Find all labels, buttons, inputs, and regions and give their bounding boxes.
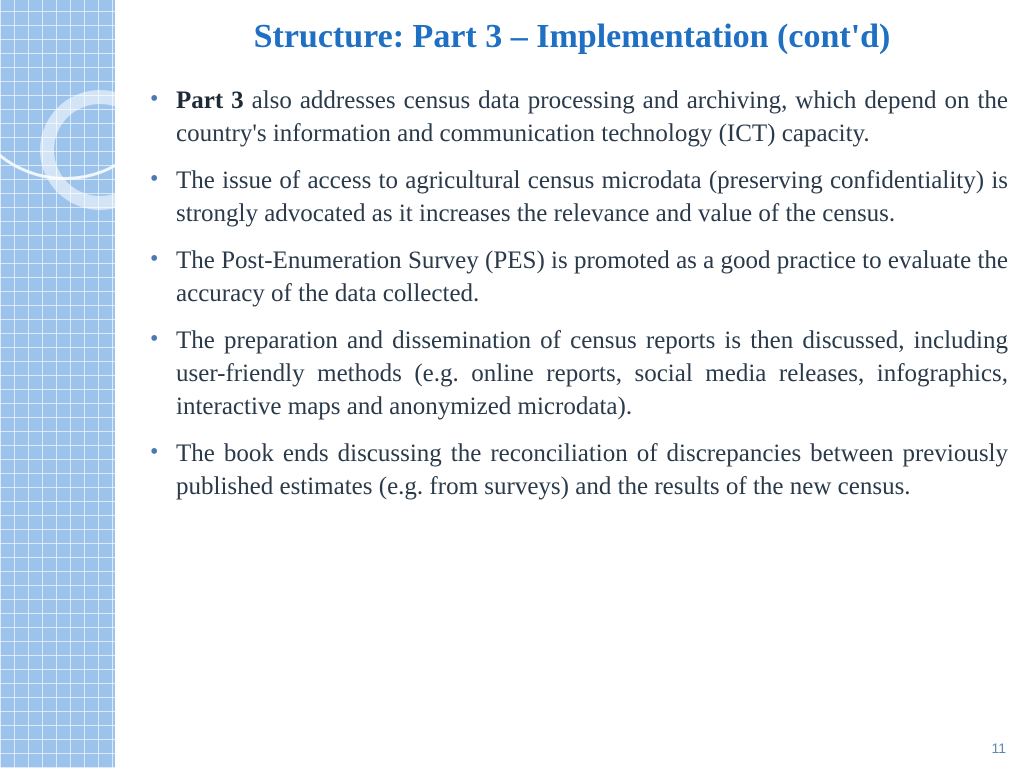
- bullet-text: The issue of access to agricultural cens…: [176, 167, 1008, 227]
- slide-title: Structure: Part 3 – Implementation (cont…: [130, 18, 1014, 56]
- page-number: 11: [991, 740, 1006, 756]
- bullet-text: The preparation and dissemination of cen…: [176, 327, 1008, 420]
- content-area: Structure: Part 3 – Implementation (cont…: [130, 0, 1014, 768]
- slide: Structure: Part 3 – Implementation (cont…: [0, 0, 1024, 768]
- bullet-item: Part 3 also addresses census data proces…: [150, 84, 1008, 150]
- bullet-lead: Part 3: [176, 87, 244, 114]
- bullet-item: The issue of access to agricultural cens…: [150, 164, 1008, 230]
- bullet-item: The Post-Enumeration Survey (PES) is pro…: [150, 244, 1008, 310]
- bullet-list: Part 3 also addresses census data proces…: [130, 84, 1014, 503]
- bullet-text: The book ends discussing the reconciliat…: [176, 440, 1008, 500]
- bullet-text: The Post-Enumeration Survey (PES) is pro…: [176, 247, 1008, 307]
- left-decorative-band: [0, 0, 115, 768]
- bullet-item: The preparation and dissemination of cen…: [150, 324, 1008, 423]
- bullet-item: The book ends discussing the reconciliat…: [150, 437, 1008, 503]
- bullet-text: also addresses census data processing an…: [176, 87, 1008, 147]
